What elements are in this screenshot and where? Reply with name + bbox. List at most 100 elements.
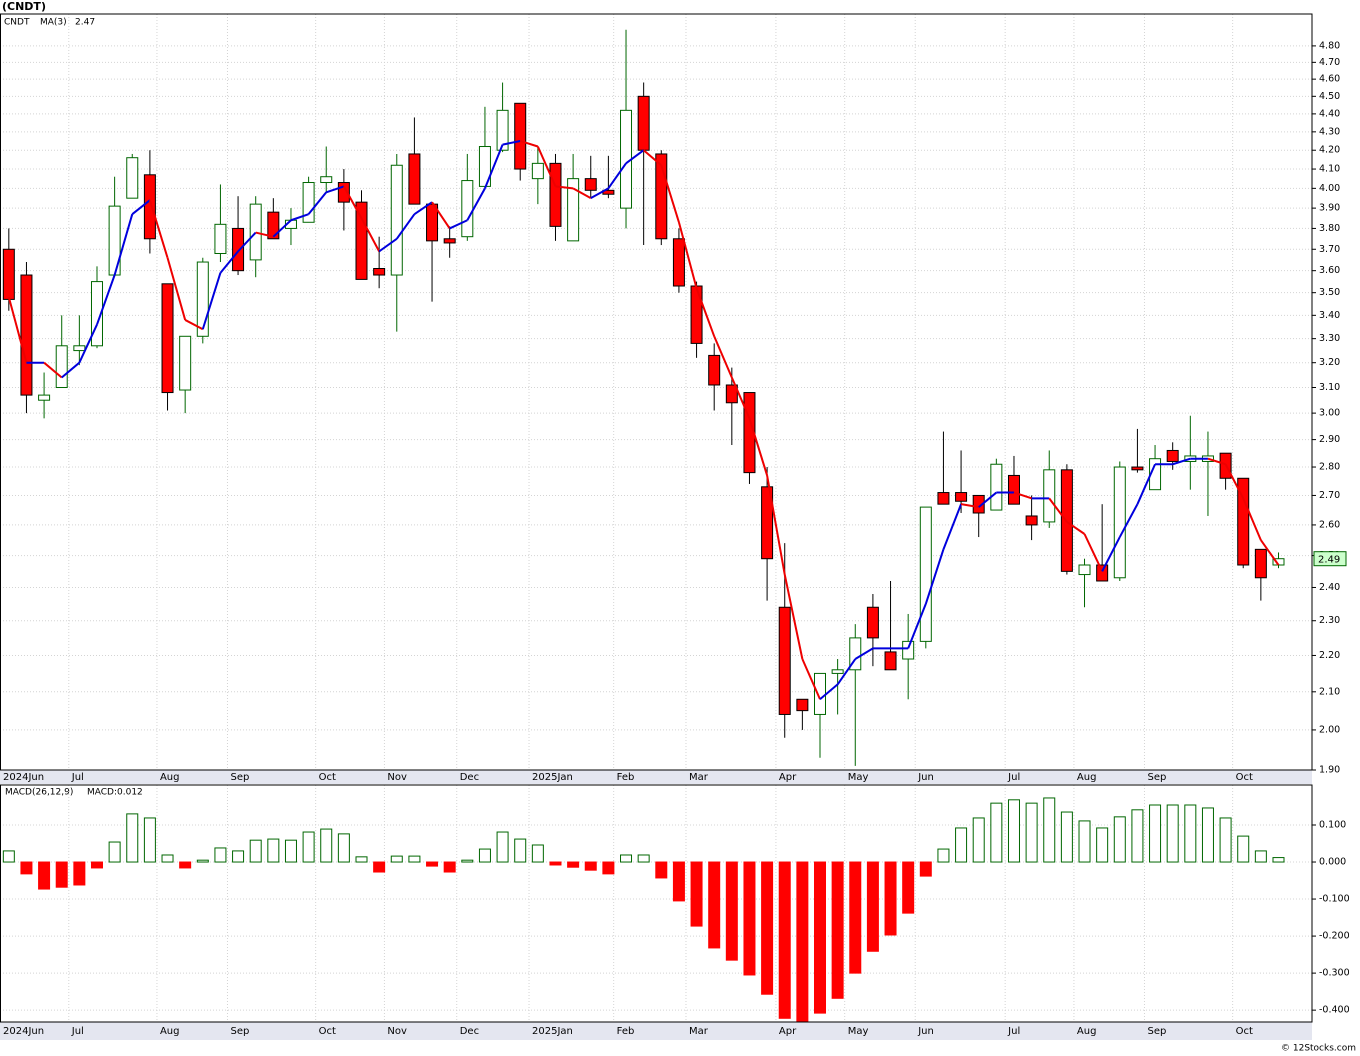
candle-body [672, 238, 685, 287]
ma-line [677, 222, 698, 289]
macd-bar [426, 861, 439, 867]
ma-line [625, 149, 645, 165]
ma-line [237, 231, 257, 253]
macd-bar [831, 861, 844, 999]
macd-bar [1007, 799, 1020, 863]
macd-bar [1149, 804, 1162, 863]
macd-bar [302, 831, 315, 863]
ma-line [360, 217, 381, 252]
y-tick-label: 4.50 [1319, 91, 1340, 102]
macd-bar [549, 861, 562, 866]
candle-body [90, 281, 103, 347]
ma-line [43, 361, 63, 379]
macd-bar [320, 828, 333, 863]
ma-line [502, 140, 521, 146]
ma-line [96, 274, 116, 325]
candle-body [637, 95, 650, 151]
macd-bar [496, 831, 509, 863]
candle-body [20, 274, 33, 396]
ma-line [1172, 457, 1191, 466]
ma-line [607, 162, 627, 189]
ma-line [1066, 521, 1086, 535]
macd-bar [955, 827, 968, 863]
macd-bar [161, 854, 174, 863]
macd-bar [637, 854, 650, 863]
x-tick-label: Sep [1147, 772, 1166, 783]
candle-body [38, 394, 51, 401]
x-tick-label: Aug [1077, 1026, 1097, 1037]
candle-body [902, 640, 915, 660]
macd-bar [1078, 820, 1091, 863]
candle-body [1131, 466, 1144, 471]
ma-line [113, 213, 134, 276]
macd-bar [1184, 804, 1197, 863]
x-tick-label: Mar [689, 1026, 709, 1037]
macd-bar [443, 861, 456, 873]
x-tick-label: 2024Jun [3, 772, 44, 783]
ma-line [1013, 491, 1032, 500]
y-tick-label: 3.10 [1319, 382, 1340, 393]
candle-body [584, 178, 597, 191]
macd-bar [284, 839, 297, 863]
macd-bar [620, 854, 633, 863]
y-tick-label: 4.40 [1319, 108, 1340, 119]
candle-body [73, 345, 86, 352]
candle-body [390, 164, 403, 276]
ma-line [730, 377, 751, 419]
ma-line [272, 219, 292, 238]
x-tick-label: Aug [160, 772, 180, 783]
candle-body [884, 651, 897, 671]
ma-line [1048, 497, 1068, 523]
candle-body [990, 463, 1003, 511]
ma-line [924, 549, 945, 605]
candle-body [567, 178, 580, 242]
ma-line [536, 146, 557, 187]
macd-bar [20, 861, 33, 875]
candle-body [796, 698, 809, 712]
x-tick-label: Oct [1236, 772, 1253, 783]
ma-line [290, 213, 309, 222]
candle-body [725, 384, 738, 404]
macd-bar [143, 817, 156, 863]
candle-body [866, 606, 879, 639]
ma-line [148, 199, 169, 259]
candle-body [1043, 469, 1056, 523]
ma-line [1207, 457, 1226, 466]
y-tick-label: 3.30 [1319, 333, 1340, 344]
macd-bar [196, 859, 209, 863]
candle-body [320, 176, 333, 184]
macd-bar [902, 861, 915, 914]
macd-bar [1060, 811, 1073, 863]
candle-body [1254, 548, 1267, 579]
candle-body [1007, 474, 1020, 505]
x-tick-label: Feb [617, 1026, 635, 1037]
macd-bar [179, 861, 192, 869]
ma-line [166, 257, 187, 321]
ma-line [801, 658, 821, 700]
ma-line [325, 185, 345, 194]
plot-area [2, 29, 1285, 766]
ma-line [766, 475, 786, 575]
x-tick-label: Apr [779, 772, 797, 783]
y-tick-label: 0.100 [1319, 819, 1346, 830]
x-tick-label: Jun [917, 772, 934, 783]
x-tick-label: Dec [460, 772, 479, 783]
candle-body [143, 174, 156, 240]
y-tick-label: 4.80 [1319, 40, 1340, 51]
ma-line [519, 140, 539, 148]
macd-bar [1166, 804, 1179, 863]
x-tick-label: Oct [1236, 1026, 1253, 1037]
candle-body [161, 283, 174, 394]
candle-body [514, 102, 527, 170]
y-tick-label: 3.40 [1319, 310, 1340, 321]
ma-line [484, 144, 504, 189]
ma-line [78, 324, 98, 364]
y-tick-label: 2.90 [1319, 434, 1340, 445]
y-tick-label: 3.00 [1319, 408, 1340, 419]
y-tick-label: 2.10 [1319, 686, 1340, 697]
last-price-tag [1313, 551, 1347, 567]
y-tick-label: 3.50 [1319, 287, 1340, 298]
ma-line [342, 185, 363, 219]
macd-bar [267, 838, 280, 863]
candle-body [249, 203, 262, 261]
